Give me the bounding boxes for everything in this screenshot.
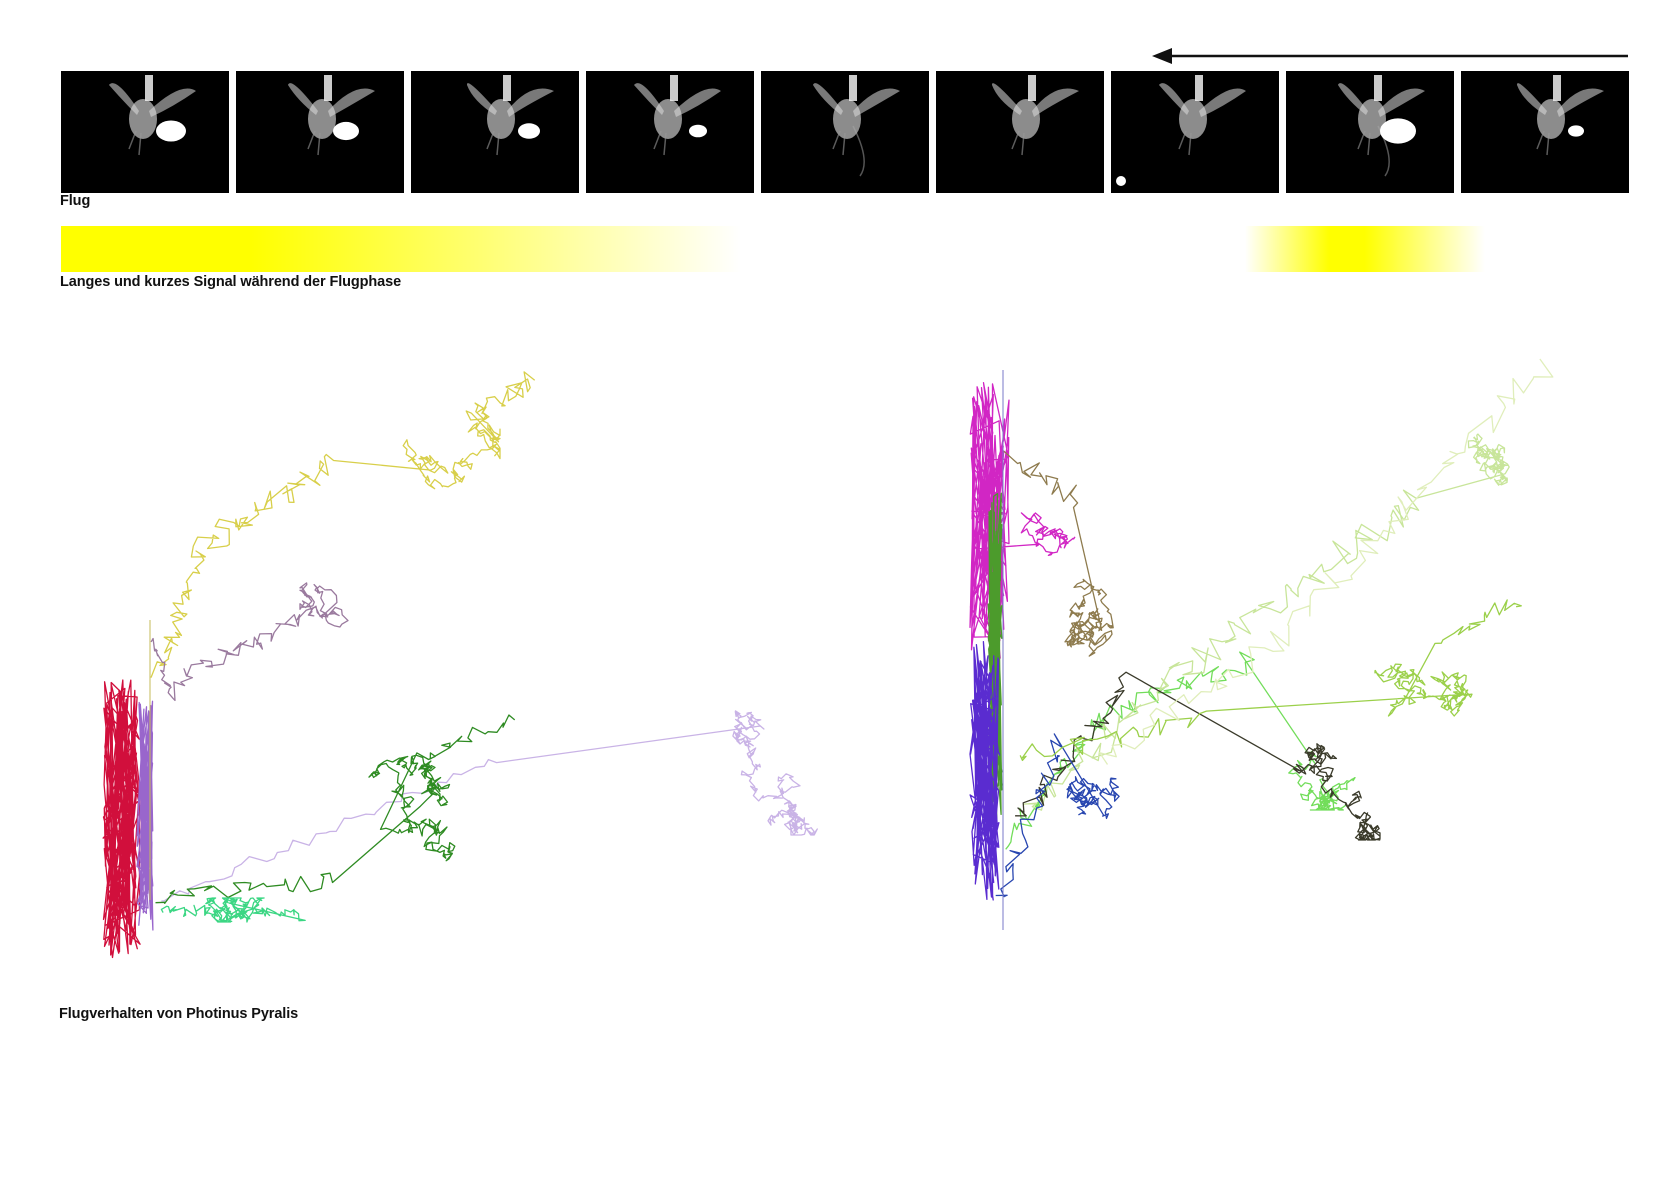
trajectory-left-2: [150, 582, 349, 702]
flight-frame: [761, 71, 929, 193]
trajectory-left-7: [160, 897, 306, 923]
flight-frame: [61, 71, 229, 193]
lantern-glow: [689, 124, 707, 138]
flight-label: Flug: [60, 193, 91, 209]
firefly-silhouette: [1159, 75, 1246, 156]
flight-frame: [1111, 71, 1279, 193]
trajectory-left-4: [136, 700, 154, 931]
lantern-glow: [333, 121, 359, 141]
trajectory-right-7: [995, 733, 1120, 898]
trajectory-right-3: [1003, 450, 1114, 657]
long-signal-bar: [61, 226, 741, 272]
behavior-caption: Flugverhalten von Photinus Pyralis: [59, 1006, 299, 1022]
firefly-silhouette: [813, 75, 900, 177]
firefly-silhouette: [634, 75, 721, 156]
trajectory-right-4: [1005, 651, 1356, 850]
short-signal-bar: [1245, 226, 1485, 272]
trajectory-left-1: [150, 371, 536, 678]
flight-frame: [1461, 71, 1629, 193]
trajectory-right-1: [969, 382, 1076, 659]
firefly-silhouette: [466, 75, 554, 156]
trajectory-right-9: [1019, 599, 1522, 762]
flash-dot: [1116, 176, 1126, 186]
flight-frame: [236, 71, 404, 193]
lantern-glow: [156, 120, 186, 142]
firefly-silhouette: [1516, 75, 1604, 156]
firefly-silhouette: [991, 75, 1079, 156]
flight-frame-strip: [61, 71, 1629, 193]
flight-frame: [936, 71, 1104, 193]
trajectory-right-8: [969, 641, 1001, 901]
firefly-silhouette: [1338, 75, 1425, 177]
trajectory-left-6: [155, 714, 516, 904]
trajectory-right-6: [1015, 671, 1381, 841]
flight-frame: [586, 71, 754, 193]
lantern-glow: [1380, 118, 1416, 144]
flight-frame: [411, 71, 579, 193]
arrow-left-icon: [1152, 48, 1628, 64]
firefly-silhouette: [109, 75, 196, 156]
signal-caption: Langes und kurzes Signal während der Flu…: [60, 274, 402, 290]
lantern-glow: [518, 123, 540, 139]
trajectory-left-3: [102, 679, 142, 959]
trajectory-right-10: [1098, 358, 1554, 765]
lantern-glow: [1568, 125, 1584, 137]
trajectory-left-5: [161, 710, 818, 902]
flight-frame: [1286, 71, 1454, 193]
firefly-silhouette: [288, 75, 375, 156]
flight-trajectories: [102, 358, 1554, 959]
trajectory-right-5: [1023, 433, 1510, 811]
